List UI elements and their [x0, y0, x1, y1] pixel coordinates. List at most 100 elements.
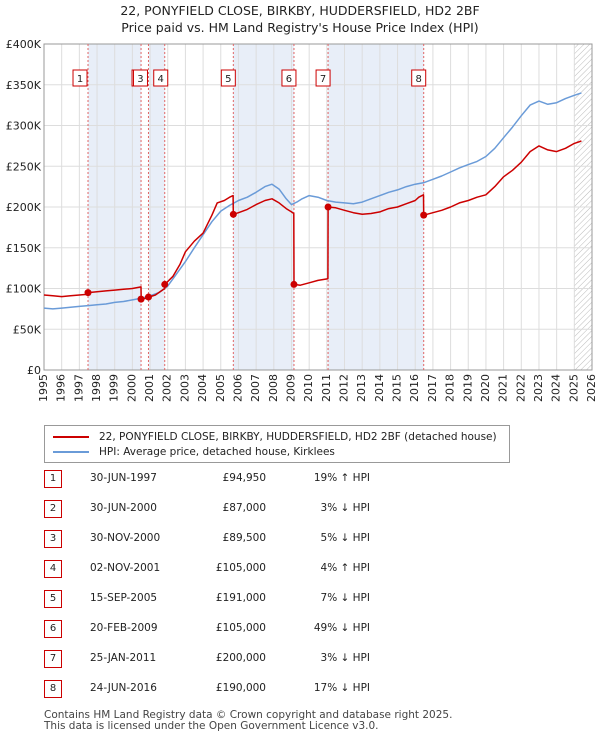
property-price-line: [43, 140, 582, 300]
sale-number-badge: 3: [44, 530, 62, 548]
legend-item-hpi: HPI: Average price, detached house, Kirk…: [53, 445, 335, 459]
sale-number-badge: 5: [44, 590, 62, 608]
x-tick-label: 2017: [426, 374, 439, 402]
sale-price: £105,000: [215, 562, 266, 574]
x-tick-label: 2024: [550, 374, 563, 402]
sale-number-badge: 7: [44, 650, 62, 668]
title-line-2: Price paid vs. HM Land Registry's House …: [121, 20, 479, 35]
sale-number-badge: 8: [44, 680, 62, 698]
sale-price: £191,000: [215, 592, 266, 604]
sale-label-box: [132, 69, 148, 87]
sale-label-box: [153, 69, 169, 87]
sale-row: 3 30-NOV-2000 £89,500 5% ↓ HPI: [44, 530, 464, 548]
sale-price: £105,000: [215, 622, 266, 634]
x-tick-label: 2025: [567, 374, 580, 402]
sale-point: [84, 289, 92, 297]
sale-price: £200,000: [215, 652, 266, 664]
sale-row: 2 30-JUN-2000 £87,000 3% ↓ HPI: [44, 500, 464, 518]
sale-label: 6: [286, 74, 292, 85]
sale-number-badge: 2: [44, 500, 62, 518]
legend: 22, PONYFIELD CLOSE, BIRKBY, HUDDERSFIEL…: [44, 425, 510, 463]
sale-hpi-diff: 4% ↑ HPI: [320, 562, 370, 574]
sale-number-badge: 4: [44, 560, 62, 578]
hpi-line: [43, 92, 582, 310]
x-tick-label: 1999: [108, 374, 121, 402]
sale-label-box: [411, 69, 427, 87]
title-line-1: 22, PONYFIELD CLOSE, BIRKBY, HUDDERSFIEL…: [120, 3, 480, 18]
sale-row: 1 30-JUN-1997 £94,950 19% ↑ HPI: [44, 470, 464, 488]
x-tick-label: 2005: [214, 374, 227, 402]
sale-label-box: [220, 69, 236, 87]
sale-date: 30-JUN-1997: [90, 472, 157, 484]
sale-point: [137, 295, 145, 303]
x-tick-label: 2001: [143, 374, 156, 402]
sale-point: [161, 280, 169, 288]
sale-row: 7 25-JAN-2011 £200,000 3% ↓ HPI: [44, 650, 464, 668]
plot-border: [43, 43, 593, 371]
x-tick-label: 2006: [231, 374, 244, 402]
x-tick-label: 2004: [196, 374, 209, 402]
y-tick-label: £350K: [6, 79, 42, 92]
sale-date: 02-NOV-2001: [90, 562, 161, 574]
sale-date: 24-JUN-2016: [90, 682, 157, 694]
sale-date: 15-SEP-2005: [90, 592, 158, 604]
sale-row: 5 15-SEP-2005 £191,000 7% ↓ HPI: [44, 590, 464, 608]
sale-label: 3: [137, 74, 143, 85]
sale-hpi-diff: 19% ↑ HPI: [313, 472, 370, 484]
sale-point: [229, 210, 237, 218]
sale-label: 4: [158, 74, 164, 85]
sale-hpi-diff: 7% ↓ HPI: [320, 592, 370, 604]
x-tick-label: 2012: [338, 374, 351, 402]
x-tick-label: 2015: [391, 374, 404, 402]
x-tick-label: 2022: [514, 374, 527, 402]
sale-label: 5: [225, 74, 231, 85]
sale-date: 30-JUN-2000: [90, 502, 157, 514]
x-tick-label: 1995: [37, 374, 50, 402]
legend-item-property: 22, PONYFIELD CLOSE, BIRKBY, HUDDERSFIEL…: [53, 430, 497, 444]
legend-swatch-blue: [53, 451, 89, 453]
x-tick-label: 2000: [125, 374, 138, 402]
x-tick-label: 2009: [284, 374, 297, 402]
sale-hpi-diff: 3% ↓ HPI: [320, 502, 370, 514]
sale-number-badge: 1: [44, 470, 62, 488]
x-tick-label: 2026: [585, 374, 598, 402]
legend-label-hpi: HPI: Average price, detached house, Kirk…: [99, 446, 335, 458]
y-tick-label: £250K: [6, 160, 42, 173]
sale-label: 7: [320, 74, 326, 85]
x-tick-label: 2013: [355, 374, 368, 402]
sale-price: £87,000: [222, 502, 266, 514]
x-tick-label: 2008: [267, 374, 280, 402]
y-tick-label: £400K: [6, 38, 42, 51]
x-tick-label: 2019: [461, 374, 474, 402]
sale-point: [420, 211, 428, 219]
sale-point: [324, 203, 332, 211]
x-tick-label: 1997: [72, 374, 85, 402]
sale-row: 8 24-JUN-2016 £190,000 17% ↓ HPI: [44, 680, 464, 698]
sale-label: 1: [77, 74, 83, 85]
sale-number-badge: 6: [44, 620, 62, 638]
x-tick-label: 2010: [302, 374, 315, 402]
sale-row: 4 02-NOV-2001 £105,000 4% ↑ HPI: [44, 560, 464, 578]
legend-label-property: 22, PONYFIELD CLOSE, BIRKBY, HUDDERSFIEL…: [99, 431, 497, 443]
x-tick-label: 2002: [161, 374, 174, 402]
y-tick-label: £200K: [6, 201, 42, 214]
footer-line-2: This data is licensed under the Open Gov…: [44, 720, 379, 732]
legend-swatch-red: [53, 436, 89, 438]
sale-row: 6 20-FEB-2009 £105,000 49% ↓ HPI: [44, 620, 464, 638]
sale-label: 8: [416, 74, 422, 85]
sale-date: 20-FEB-2009: [90, 622, 158, 634]
x-tick-label: 1996: [55, 374, 68, 402]
y-tick-label: £300K: [6, 120, 42, 133]
sale-price: £94,950: [222, 472, 266, 484]
sale-hpi-diff: 17% ↓ HPI: [313, 682, 370, 694]
y-tick-label: £0: [27, 364, 41, 377]
footer: Contains HM Land Registry data © Crown c…: [44, 710, 452, 732]
sale-hpi-diff: 49% ↓ HPI: [313, 622, 370, 634]
x-tick-label: 2023: [532, 374, 545, 402]
price-chart: £0 £50K £100K £150K £200K £250K £300K £350K £400…: [6, 38, 598, 402]
sale-price: £190,000: [215, 682, 266, 694]
x-tick-label: 2011: [320, 374, 333, 402]
x-tick-label: 1998: [90, 374, 103, 402]
sale-hpi-diff: 3% ↓ HPI: [320, 652, 370, 664]
sale-date: 30-NOV-2000: [90, 532, 161, 544]
